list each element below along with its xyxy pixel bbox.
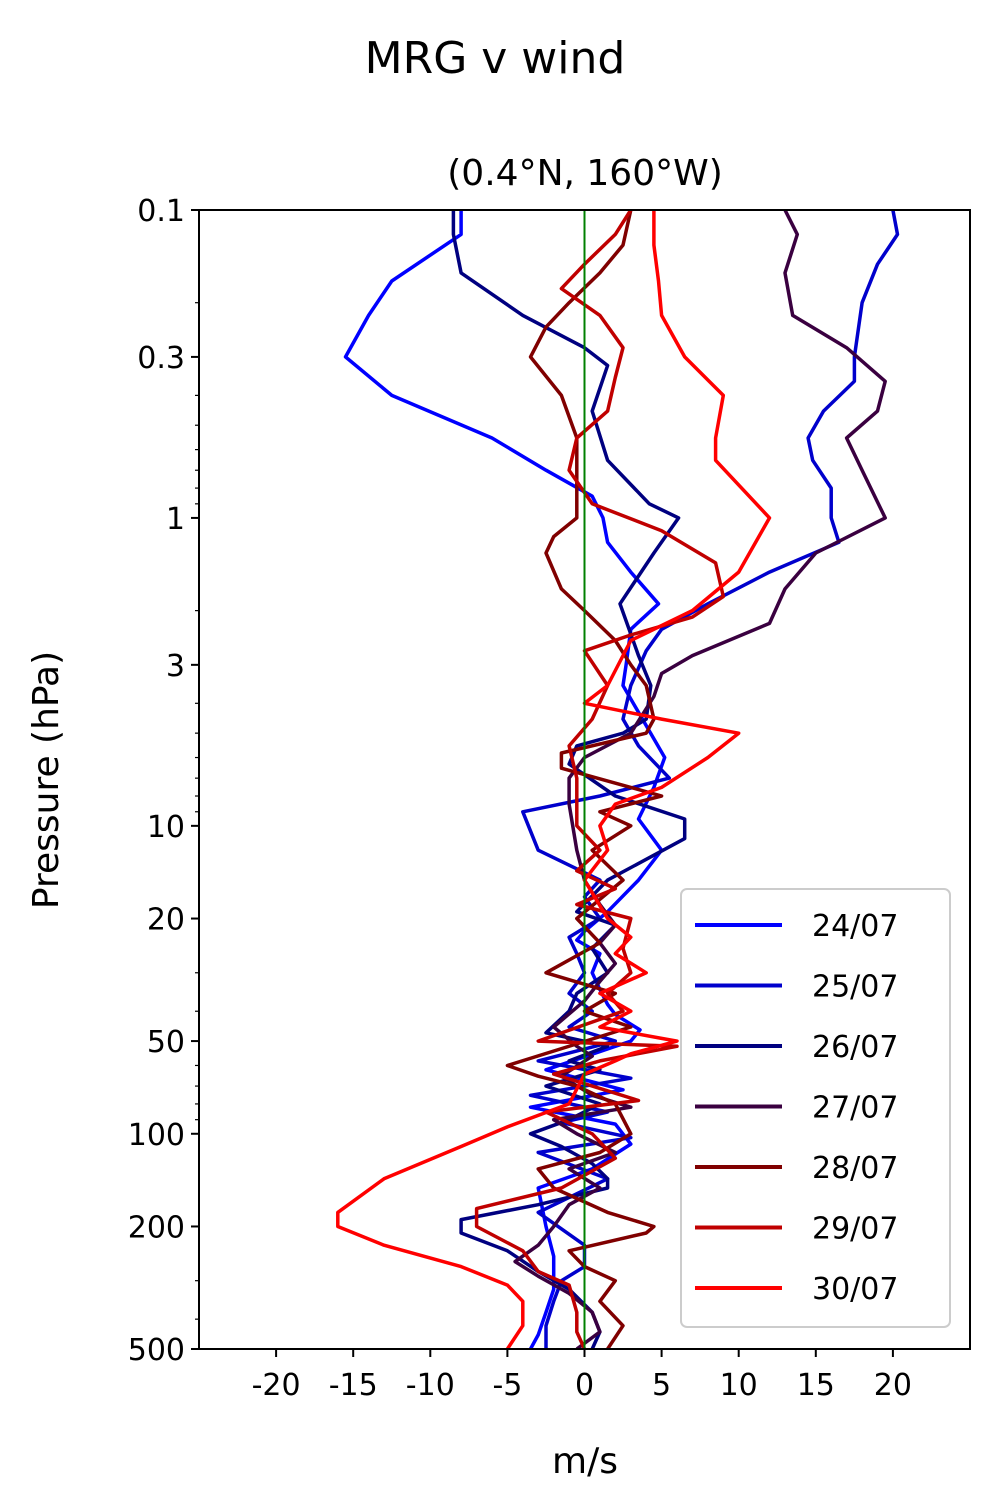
y-tick-label: 0.1 (137, 194, 185, 229)
x-tick-label: 0 (575, 1368, 594, 1403)
y-tick-label: 10 (147, 810, 185, 845)
y-axis-label: Pressure (hPa) (26, 651, 67, 909)
y-tick-label: 1 (166, 502, 185, 537)
x-axis-label: m/s (552, 1441, 618, 1482)
x-tick-label: -5 (492, 1368, 522, 1403)
x-tick-label: -10 (406, 1368, 455, 1403)
x-tick-label: -15 (329, 1368, 378, 1403)
y-tick-label: 3 (166, 649, 185, 684)
series-line-2 (521, 210, 900, 1349)
x-tick-label: 5 (652, 1368, 671, 1403)
y-tick-label: 500 (128, 1333, 185, 1368)
x-tick-label: 15 (797, 1368, 835, 1403)
figure-suptitle: MRG v wind (365, 33, 626, 84)
series-line-6 (474, 210, 726, 1349)
x-axis-ticks: -20 -15 -10 -5 0 5 10 15 20 (252, 1349, 912, 1403)
legend: 24/07 25/07 26/07 27/07 28/07 29/07 30/07 (680, 888, 951, 1328)
legend-label: 25/07 (812, 970, 898, 1005)
series-line-5 (505, 210, 664, 1349)
legend-label: 28/07 (812, 1151, 898, 1186)
legend-label: 30/07 (812, 1272, 898, 1307)
y-tick-label: 50 (147, 1025, 185, 1060)
x-tick-label: 10 (720, 1368, 758, 1403)
series-line-1 (343, 210, 667, 1349)
series-line-4 (513, 210, 887, 1349)
legend-label: 24/07 (812, 909, 898, 944)
axes-title: (0.4°N, 160°W) (447, 153, 722, 194)
y-axis-ticks: 0.1 0.3 1 3 10 20 50 100 200 500 (128, 194, 199, 1368)
legend-box (680, 888, 951, 1328)
plot-series-group (336, 210, 900, 1349)
x-tick-label: 20 (874, 1368, 912, 1403)
y-tick-label: 0.3 (137, 341, 185, 376)
legend-label: 26/07 (812, 1030, 898, 1065)
y-tick-label: 20 (147, 903, 185, 938)
y-tick-label: 200 (128, 1210, 185, 1245)
y-tick-label: 100 (128, 1118, 185, 1153)
series-line-7 (336, 210, 772, 1349)
legend-label: 27/07 (812, 1091, 898, 1126)
legend-label: 29/07 (812, 1212, 898, 1247)
x-tick-label: -20 (252, 1368, 301, 1403)
